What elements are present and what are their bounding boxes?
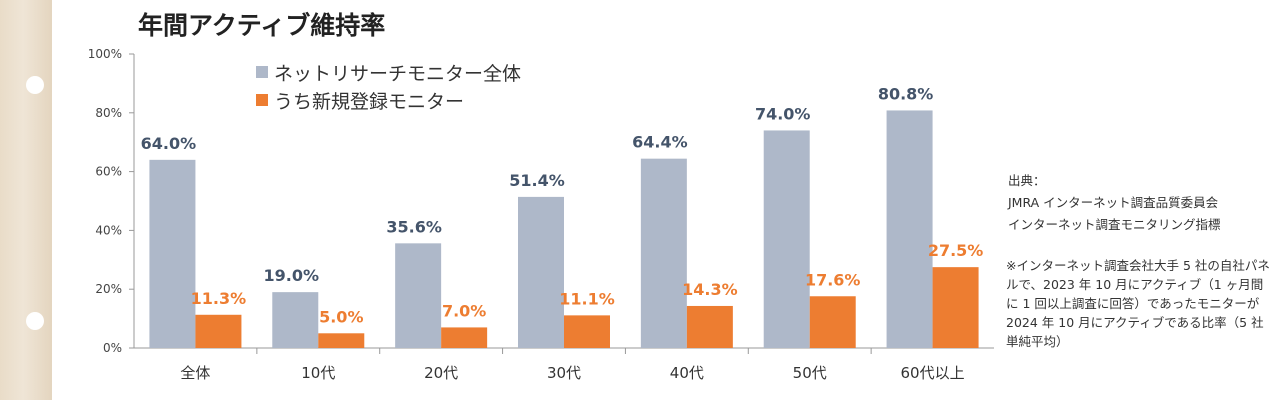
y-tick-label: 0% [103, 341, 122, 355]
source-label: 出典： [1008, 173, 1046, 188]
bar-all-monitors [763, 130, 810, 348]
x-tick-label: 60代以上 [901, 364, 965, 382]
data-label: 64.0% [141, 134, 197, 153]
data-label: 80.8% [878, 84, 934, 103]
data-label: 11.3% [191, 289, 247, 308]
data-label: 7.0% [442, 301, 486, 320]
binder-hole-top [26, 76, 44, 94]
bar-new-monitors [932, 267, 979, 348]
x-tick-label: 20代 [424, 364, 458, 382]
y-tick-label: 100% [88, 47, 122, 61]
x-tick-label: 全体 [180, 364, 210, 382]
data-label: 17.6% [805, 270, 861, 289]
data-label: 51.4% [509, 171, 565, 190]
legend-label: うち新規登録モニター [274, 90, 465, 113]
source-block: 出典： JMRA インターネット調査品質委員会 インターネット調査モニタリング指… [1008, 170, 1221, 236]
binder-strip [0, 0, 52, 400]
bar-new-monitors [809, 296, 856, 348]
x-tick-label: 40代 [670, 364, 704, 382]
footnote: ※インターネット調査会社大手 5 社の自社パネルで、2023 年 10 月にアク… [1006, 258, 1270, 349]
bar-new-monitors [195, 314, 242, 348]
data-label: 14.3% [682, 280, 738, 299]
y-tick-label: 20% [95, 282, 122, 296]
chart-title: 年間アクティブ維持率 [138, 11, 386, 40]
bar-all-monitors [149, 159, 196, 348]
legend-swatch-gray [256, 66, 268, 78]
data-label: 64.4% [632, 133, 688, 152]
x-tick-label: 10代 [301, 364, 335, 382]
bar-all-monitors [395, 243, 442, 348]
bar-all-monitors [640, 158, 687, 348]
binder-hole-bottom [26, 312, 44, 330]
legend-item-new-monitors: うち新規登録モニター [256, 86, 521, 114]
bar-all-monitors [518, 196, 564, 348]
x-tick-label: 50代 [793, 364, 827, 382]
source-line: インターネット調査モニタリング指標 [1008, 217, 1221, 232]
bar-new-monitors [318, 333, 365, 348]
bar-all-monitors [272, 292, 319, 348]
y-tick-label: 60% [95, 165, 122, 179]
data-label: 35.6% [386, 217, 442, 236]
bar-chart: 0% 20% 40% 60% 80% 100% 64.0% 11.3% 全体 19.0% 5.0% 1… [88, 47, 994, 382]
bar-new-monitors [686, 305, 733, 348]
bar-new-monitors [564, 315, 610, 348]
bar-new-monitors [441, 327, 488, 348]
data-label: 19.0% [264, 266, 320, 285]
legend-label: ネットリサーチモニター全体 [274, 62, 522, 85]
data-label: 74.0% [755, 104, 811, 123]
legend-item-all-monitors: ネットリサーチモニター全体 [256, 58, 521, 86]
y-tick-label: 80% [95, 106, 122, 120]
x-tick-label: 30代 [547, 364, 581, 382]
legend-swatch-orange [256, 94, 268, 106]
data-label: 27.5% [928, 241, 984, 260]
data-label: 11.1% [559, 289, 615, 308]
y-tick-label: 40% [95, 223, 122, 237]
chart-legend: ネットリサーチモニター全体 うち新規登録モニター [256, 58, 521, 114]
source-line: JMRA インターネット調査品質委員会 [1008, 195, 1219, 210]
bar-all-monitors [886, 110, 933, 348]
data-label: 5.0% [319, 307, 363, 326]
